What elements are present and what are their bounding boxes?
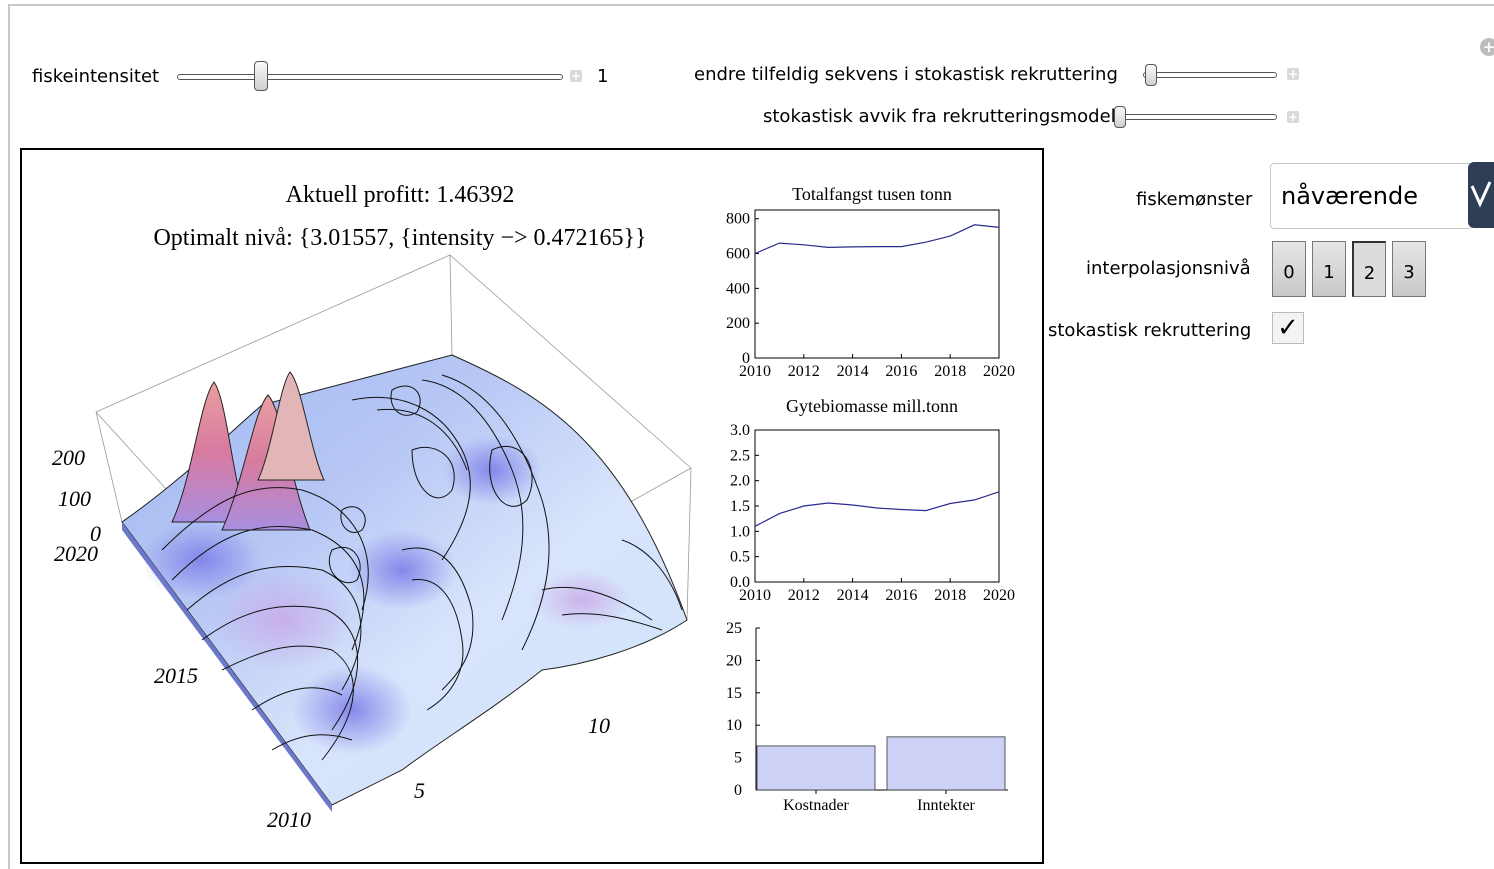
biomass-ytick-label: 1.5: [730, 498, 750, 515]
biomass-chart-frame: [754, 429, 1000, 583]
bar-inntekter: [886, 736, 1006, 791]
random-sequence-expand-icon[interactable]: +: [1287, 67, 1299, 81]
chevron-down-icon[interactable]: [1468, 162, 1494, 228]
intensity-slider-track[interactable]: [177, 74, 563, 80]
intensity-slider-thumb[interactable]: [254, 61, 269, 91]
random-sequence-slider-thumb[interactable]: [1144, 64, 1157, 86]
random-sequence-label: endre tilfeldig sekvens i stokastisk rek…: [694, 64, 1118, 85]
catch-xtick-label: 2012: [788, 363, 820, 380]
year-tick-2020: 2020: [54, 541, 98, 566]
add-control-icon[interactable]: +: [1480, 38, 1494, 56]
surface-axis-ticks: 200 100 0 2020 2015 2010 10 5: [52, 445, 610, 832]
biomass-ytick-label: 3.0: [730, 422, 750, 439]
interpolation-option-3[interactable]: 3: [1392, 241, 1426, 297]
bar-category-label: Inntekter: [917, 797, 975, 814]
bar-ytick-label: 20: [726, 652, 742, 669]
biomass-ytick-label: 0.5: [730, 549, 750, 566]
biomass-ytick-label: 2.5: [730, 447, 750, 464]
biomass-ytick-label: 1.0: [730, 523, 750, 540]
biomass-chart-title: Gytebiomasse mill.tonn: [786, 396, 958, 416]
bar-ytick-label: 10: [726, 717, 742, 734]
plots-svg: Aktuell profitt: 1.46392 Optimalt nivå: …: [52, 182, 1015, 832]
year-tick-2015: 2015: [154, 663, 198, 688]
biomass-xtick-label: 2018: [934, 587, 966, 604]
catch-chart-frame: [754, 209, 1000, 359]
catch-series-line: [754, 224, 1000, 255]
z-tick-200: 200: [52, 445, 85, 470]
catch-ytick-label: 800: [726, 211, 750, 228]
bar-kostnader: [756, 745, 876, 791]
catch-ytick-label: 400: [726, 280, 750, 297]
surface-title-profit: Aktuell profitt: 1.46392: [286, 182, 515, 208]
pattern-dropdown-value: nåværende: [1281, 182, 1419, 210]
pattern-dropdown[interactable]: nåværende: [1270, 163, 1472, 229]
biomass-xtick-label: 2020: [983, 587, 1015, 604]
biomass-chart: Gytebiomasse mill.tonn 2010 2012 2014 2016 2…: [730, 396, 1015, 604]
stochastic-checkbox[interactable]: ✓: [1272, 312, 1304, 344]
bar-ytick-label: 0: [734, 782, 742, 799]
catch-xtick-label: 2018: [934, 363, 966, 380]
catch-chart: Totalfangst tusen tonn 2010 2012 2014 2016 2…: [726, 184, 1015, 380]
surface-3d-plot: [121, 354, 688, 812]
stochastic-label: stokastisk rekruttering: [1048, 320, 1252, 341]
bar-ytick-label: 25: [726, 620, 742, 637]
catch-chart-title: Totalfangst tusen tonn: [792, 184, 952, 204]
bar-category-label: Kostnader: [783, 797, 849, 814]
biomass-series-line: [754, 491, 1000, 527]
deviation-label: stokastisk avvik fra rekrutteringsmodell: [763, 106, 1121, 127]
catch-xtick-label: 2020: [983, 363, 1015, 380]
interpolation-option-0[interactable]: 0: [1272, 241, 1306, 297]
year-tick-2010: 2010: [267, 807, 311, 832]
catch-xtick-label: 2014: [837, 363, 869, 380]
biomass-xtick-label: 2016: [885, 587, 917, 604]
catch-xtick-label: 2016: [885, 363, 917, 380]
intensity-value: 1: [597, 66, 609, 87]
surface-title-optimum: Optimalt nivå: {3.01557, {intensity −> 0…: [153, 225, 646, 251]
biomass-xtick-label: 2014: [837, 587, 869, 604]
plot-output-panel: Aktuell profitt: 1.46392 Optimalt nivå: …: [20, 148, 1044, 864]
interpolation-option-1[interactable]: 1: [1312, 241, 1346, 297]
z-tick-100: 100: [58, 486, 91, 511]
age-tick-10: 10: [588, 713, 610, 738]
biomass-xtick-label: 2010: [739, 587, 771, 604]
z-tick-0: 0: [90, 521, 101, 546]
biomass-ytick-label: 0.0: [730, 574, 750, 591]
bar-ytick-label: 5: [734, 750, 742, 767]
intensity-expand-icon[interactable]: +: [570, 69, 582, 83]
deviation-expand-icon[interactable]: +: [1287, 110, 1299, 124]
interpolation-option-2[interactable]: 2: [1352, 241, 1386, 297]
random-sequence-slider-track[interactable]: [1143, 72, 1277, 78]
deviation-slider-track[interactable]: [1118, 114, 1277, 120]
bar-ytick-label: 15: [726, 685, 742, 702]
cost-income-bar-chart: 0 5 10 15 20 25 Kostnader Inntekter: [726, 620, 1008, 814]
deviation-slider-thumb[interactable]: [1114, 106, 1126, 128]
catch-ytick-label: 200: [726, 315, 750, 332]
age-tick-5: 5: [414, 778, 425, 803]
intensity-label: fiskeintensitet: [32, 66, 160, 87]
catch-ytick-label: 600: [726, 246, 750, 263]
pattern-label: fiskemønster: [1136, 189, 1253, 210]
interpolation-label: interpolasjonsnivå: [1086, 258, 1251, 279]
biomass-xtick-label: 2012: [788, 587, 820, 604]
catch-xtick-label: 2010: [739, 363, 771, 380]
catch-ytick-label: 0: [742, 350, 750, 367]
biomass-ytick-label: 2.0: [730, 473, 750, 490]
